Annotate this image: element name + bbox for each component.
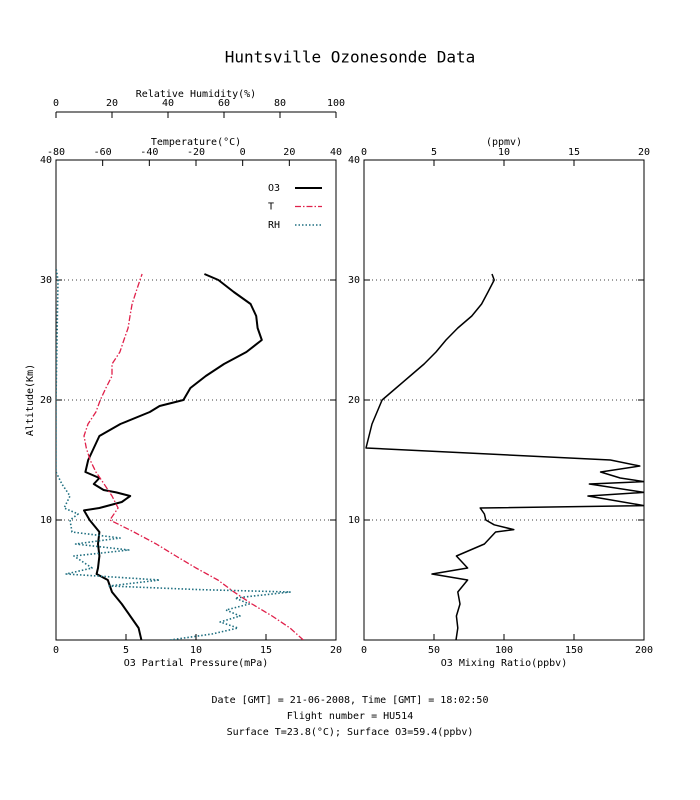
x2-axis-label: (ppmv) <box>486 137 522 148</box>
x-tick-label: 10 <box>190 645 202 656</box>
x2-axis-label: Temperature(°C) <box>151 137 241 148</box>
legend-label: T <box>268 202 274 213</box>
y-tick-label: 20 <box>40 395 52 406</box>
legend-label: RH <box>268 220 280 231</box>
footer-line: Date [GMT] = 21-06-2008, Time [GMT] = 18… <box>212 695 489 706</box>
x2-tick-label: 5 <box>431 147 437 158</box>
legend-label: O3 <box>268 183 280 194</box>
x2-tick-label: 0 <box>240 147 246 158</box>
x3-tick-label: 60 <box>218 98 230 109</box>
profile-line <box>56 267 291 640</box>
x2-tick-label: 40 <box>330 147 342 158</box>
x-tick-label: 5 <box>123 645 129 656</box>
x3-tick-label: 20 <box>106 98 118 109</box>
x-tick-label: 200 <box>635 645 653 656</box>
x-tick-label: 20 <box>330 645 342 656</box>
x2-tick-label: -40 <box>140 147 158 158</box>
y-tick-label: 10 <box>348 515 360 526</box>
x-tick-label: 50 <box>428 645 440 656</box>
x3-tick-label: 40 <box>162 98 174 109</box>
profile-line <box>365 273 644 640</box>
footer-line: Flight number = HU514 <box>287 711 413 722</box>
x-tick-label: 150 <box>565 645 583 656</box>
x2-tick-label: 15 <box>568 147 580 158</box>
y-tick-label: 30 <box>40 275 52 286</box>
x2-tick-label: 0 <box>361 147 367 158</box>
x-tick-label: 15 <box>260 645 272 656</box>
x3-axis-label: Relative Humidity(%) <box>136 89 256 100</box>
x3-tick-label: 80 <box>274 98 286 109</box>
x-tick-label: 0 <box>53 645 59 656</box>
x2-tick-label: 10 <box>498 147 510 158</box>
x2-tick-label: 20 <box>283 147 295 158</box>
profile-line <box>83 273 304 640</box>
x2-tick-label: -60 <box>94 147 112 158</box>
y-tick-label: 20 <box>348 395 360 406</box>
y-tick-label: 40 <box>40 155 52 166</box>
x-tick-label: 0 <box>361 645 367 656</box>
x3-tick-label: 0 <box>53 98 59 109</box>
chart-title: Huntsville Ozonesonde Data <box>225 48 475 67</box>
x2-tick-label: 20 <box>638 147 650 158</box>
y-axis-label: Altitude(Km) <box>25 364 36 436</box>
footer-line: Surface T=23.8(°C); Surface O3=59.4(ppbv… <box>227 727 474 738</box>
x-axis-label: O3 Mixing Ratio(ppbv) <box>441 658 567 669</box>
y-tick-label: 40 <box>348 155 360 166</box>
x2-tick-label: -20 <box>187 147 205 158</box>
y-tick-label: 30 <box>348 275 360 286</box>
x-axis-label: O3 Partial Pressure(mPa) <box>124 658 269 669</box>
x-tick-label: 100 <box>495 645 513 656</box>
y-tick-label: 10 <box>40 515 52 526</box>
x3-tick-label: 100 <box>327 98 345 109</box>
x2-tick-label: -80 <box>47 147 65 158</box>
